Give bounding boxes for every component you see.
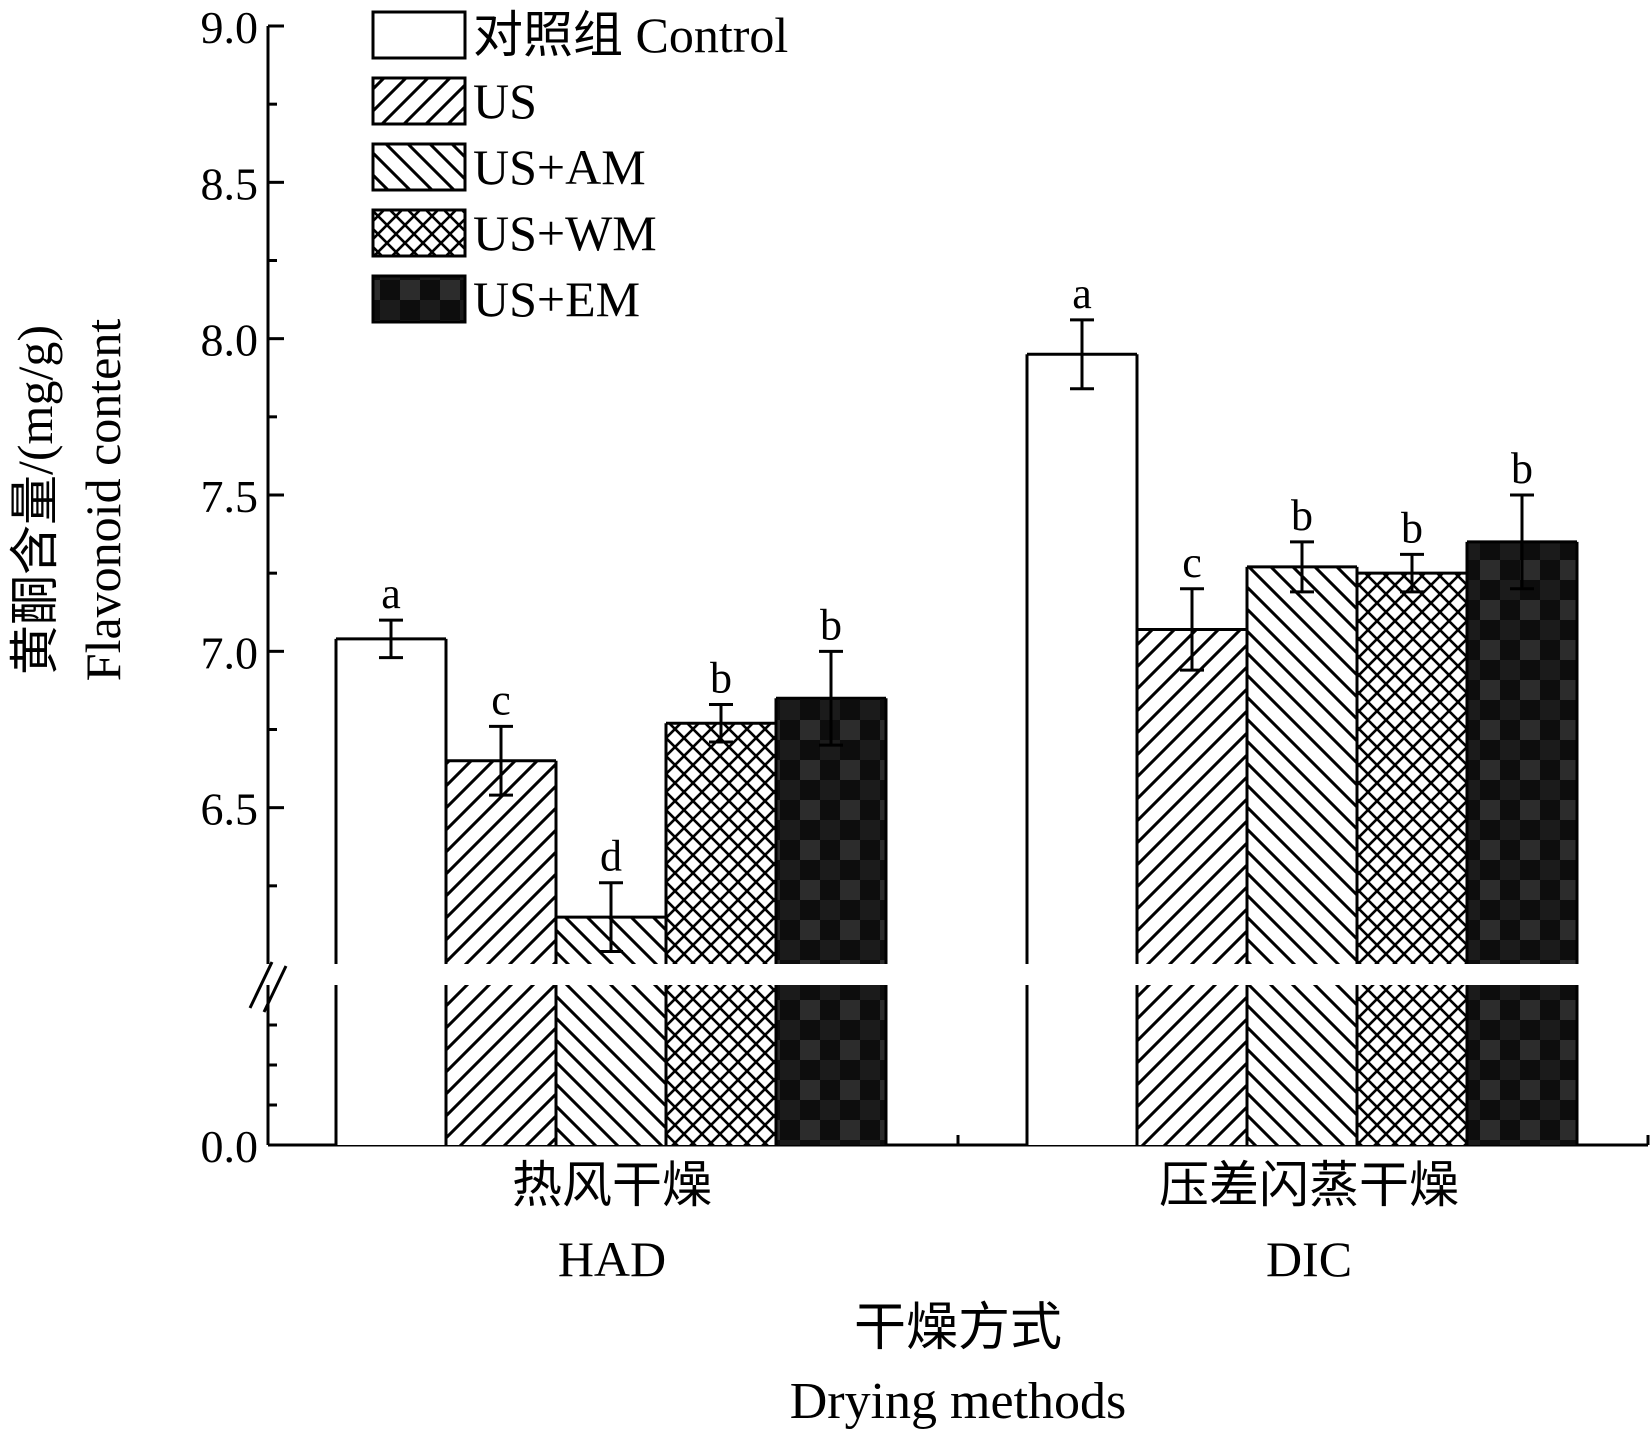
significance-letter: c [1182,538,1202,587]
legend: 对照组 Control US US+AM US+WM US+EM [371,7,788,327]
y-tick-label: 8.5 [201,158,259,209]
legend-label: US [473,73,537,129]
x-axis-title-en: Drying methods [790,1373,1127,1430]
bar-fill [556,985,666,1145]
bar-fill [336,985,446,1145]
significance-letter: b [710,653,732,702]
bar-fill [336,638,446,964]
axis-break-mark [262,965,288,1013]
bar-fill [776,985,886,1145]
y-tick-label: 0.0 [201,1121,259,1172]
legend-swatch [371,76,467,126]
bars [334,318,1579,1145]
bar-fill [1027,985,1137,1145]
bar-fill [1137,985,1247,1145]
legend-label: US+WM [473,205,657,261]
significance-letter: d [600,832,622,881]
legend-swatch [371,142,467,192]
bar-fill [1247,566,1357,964]
significance-letter: b [820,600,842,649]
bar-fill [1137,629,1247,964]
legend-swatch [371,274,467,324]
bar-fill [666,985,776,1145]
bar-fill [1247,985,1357,1145]
bar-fill [1357,985,1467,1145]
y-axis-title-zh: 黄酮含量/(mg/g) [7,325,63,675]
y-tick-label: 9.0 [201,2,259,53]
y-tick-label: 7.0 [201,627,259,678]
axis-break-mark [248,961,274,1009]
bar-fill [1027,354,1137,964]
bar-fill [446,985,556,1145]
y-tick-label: 6.5 [201,784,259,835]
bar-fill [1467,985,1577,1145]
legend-label: US+EM [473,271,640,327]
significance-letter: c [491,675,511,724]
category-label-en: HAD [558,1231,666,1287]
legend-swatch [371,208,467,258]
bar-fill [1357,573,1467,964]
legend-swatch [371,10,467,60]
category-label-en: DIC [1266,1231,1352,1287]
legend-label: US+AM [473,139,646,195]
bar-fill [1467,541,1577,964]
x-axis-title-zh: 干燥方式 [854,1300,1062,1357]
significance-letter: b [1401,503,1423,552]
y-tick-label: 7.5 [201,471,259,522]
category-label-zh: 热风干燥 [512,1157,712,1213]
significance-letter: b [1511,444,1533,493]
bar-fill [666,723,776,964]
y-tick-label: 8.0 [201,315,259,366]
legend-label: 对照组 Control [473,7,788,63]
significance-letter: a [381,569,401,618]
y-axis-title-en: Flavonoid content [75,319,131,682]
category-label-zh: 压差闪蒸干燥 [1159,1157,1459,1213]
significance-letter: b [1291,491,1313,540]
significance-letter: a [1072,269,1092,318]
labels: 0.0 6.5 7.0 7.5 8.0 8.5 9.0 a a c c d b b b b b 热风干燥 HAD 压差… [7,2,1533,1430]
